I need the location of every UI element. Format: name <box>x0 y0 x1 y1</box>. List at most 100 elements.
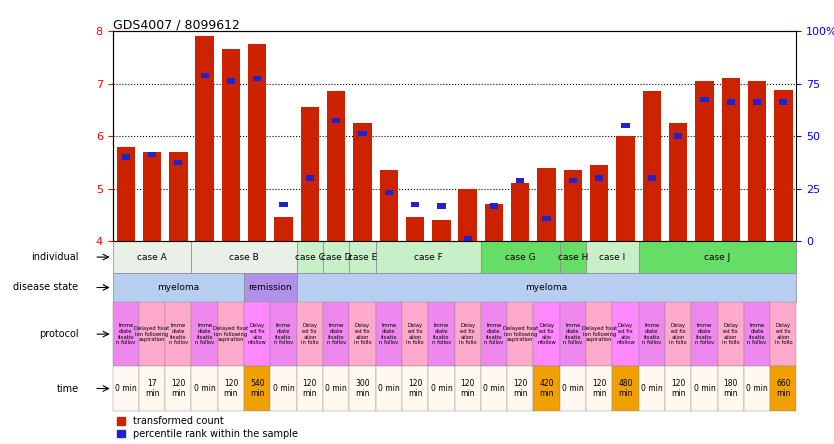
Text: case B: case B <box>229 253 259 262</box>
Text: 180
min: 180 min <box>723 379 738 398</box>
Bar <box>464 236 472 241</box>
Bar <box>432 220 450 241</box>
Bar <box>665 366 691 411</box>
Bar <box>200 73 208 78</box>
Bar <box>744 302 770 366</box>
Bar <box>279 202 288 207</box>
Bar <box>349 366 375 411</box>
Text: 0 min: 0 min <box>430 384 452 393</box>
Text: Delay
ed fix
atio
nfollow: Delay ed fix atio nfollow <box>537 323 556 345</box>
Bar <box>748 81 766 241</box>
Bar <box>648 175 656 181</box>
Text: 420
min: 420 min <box>540 379 554 398</box>
Bar <box>297 241 323 273</box>
Bar <box>174 160 183 165</box>
Bar <box>218 302 244 366</box>
Text: Imme
diate
fixatio
n follov: Imme diate fixatio n follov <box>563 323 582 345</box>
Text: 0 min: 0 min <box>641 384 663 393</box>
Text: 120
min: 120 min <box>513 379 528 398</box>
Bar <box>774 90 792 241</box>
Text: Delay
ed fix
atio
nfollow: Delay ed fix atio nfollow <box>248 323 267 345</box>
Text: Delay
ed fix
ation
in follo: Delay ed fix ation in follo <box>722 323 740 345</box>
Bar <box>481 302 507 366</box>
Bar <box>359 131 367 136</box>
Text: 0 min: 0 min <box>115 384 137 393</box>
Text: Delay
ed fix
ation
in follo: Delay ed fix ation in follo <box>670 323 687 345</box>
Bar <box>148 152 156 157</box>
Text: 0 min: 0 min <box>562 384 584 393</box>
Bar <box>669 123 687 241</box>
Text: Imme
diate
fixatio
n follov: Imme diate fixatio n follov <box>195 323 214 345</box>
Bar <box>437 203 445 209</box>
Bar <box>227 78 235 83</box>
Bar <box>113 302 139 366</box>
Bar <box>560 366 586 411</box>
Bar <box>244 273 297 302</box>
Bar <box>717 366 744 411</box>
Text: case J: case J <box>705 253 731 262</box>
Text: Imme
diate
fixatio
n follov: Imme diate fixatio n follov <box>642 323 661 345</box>
Text: case F: case F <box>414 253 443 262</box>
Bar <box>379 170 398 241</box>
Bar <box>297 302 323 366</box>
Bar <box>406 218 425 241</box>
Bar <box>696 81 714 241</box>
Text: 0 min: 0 min <box>193 384 215 393</box>
Bar <box>642 91 661 241</box>
Text: Imme
diate
fixatio
n follov: Imme diate fixatio n follov <box>432 323 451 345</box>
Text: case A: case A <box>137 253 167 262</box>
Bar <box>665 302 691 366</box>
Bar <box>753 99 761 105</box>
Bar <box>428 366 455 411</box>
Bar <box>297 273 796 302</box>
Bar <box>428 302 455 366</box>
Bar <box>586 241 639 273</box>
Text: 120
min: 120 min <box>171 379 186 398</box>
Text: case D: case D <box>321 253 351 262</box>
Bar <box>691 302 717 366</box>
Bar <box>354 123 372 241</box>
Bar <box>691 366 717 411</box>
Bar <box>485 204 503 241</box>
Bar <box>384 190 393 195</box>
Bar <box>639 366 665 411</box>
Text: protocol: protocol <box>38 329 78 339</box>
Bar <box>306 175 314 181</box>
Text: 300
min: 300 min <box>355 379 369 398</box>
Bar <box>534 302 560 366</box>
Text: case G: case G <box>505 253 535 262</box>
Text: case E: case E <box>348 253 377 262</box>
Text: Imme
diate
fixatio
n follov: Imme diate fixatio n follov <box>379 323 399 345</box>
Text: Delay
ed fix
ation
in follo: Delay ed fix ation in follo <box>459 323 476 345</box>
Bar <box>542 216 550 221</box>
Bar <box>726 99 735 105</box>
Bar <box>274 218 293 241</box>
Text: myeloma: myeloma <box>525 283 568 292</box>
Bar <box>248 44 266 241</box>
Text: case C: case C <box>295 253 324 262</box>
Bar <box>621 123 630 128</box>
Text: individual: individual <box>31 252 78 262</box>
Bar <box>349 241 375 273</box>
Text: 120
min: 120 min <box>224 379 239 398</box>
Bar <box>327 91 345 241</box>
Text: myeloma: myeloma <box>158 283 199 292</box>
Bar <box>721 78 740 241</box>
Bar <box>300 107 319 241</box>
Text: 0 min: 0 min <box>378 384 399 393</box>
Bar <box>375 241 481 273</box>
Bar <box>560 241 586 273</box>
Bar <box>143 152 161 241</box>
Text: case I: case I <box>599 253 626 262</box>
Bar <box>113 366 139 411</box>
Bar <box>139 366 165 411</box>
Text: 0 min: 0 min <box>694 384 716 393</box>
Bar <box>323 366 349 411</box>
Bar <box>639 302 665 366</box>
Bar <box>586 302 612 366</box>
Text: disease state: disease state <box>13 282 78 293</box>
Text: Delayed fixat
ion following
aspiration: Delayed fixat ion following aspiration <box>214 326 249 342</box>
Bar <box>122 155 130 160</box>
Bar <box>297 366 323 411</box>
Bar <box>402 366 428 411</box>
